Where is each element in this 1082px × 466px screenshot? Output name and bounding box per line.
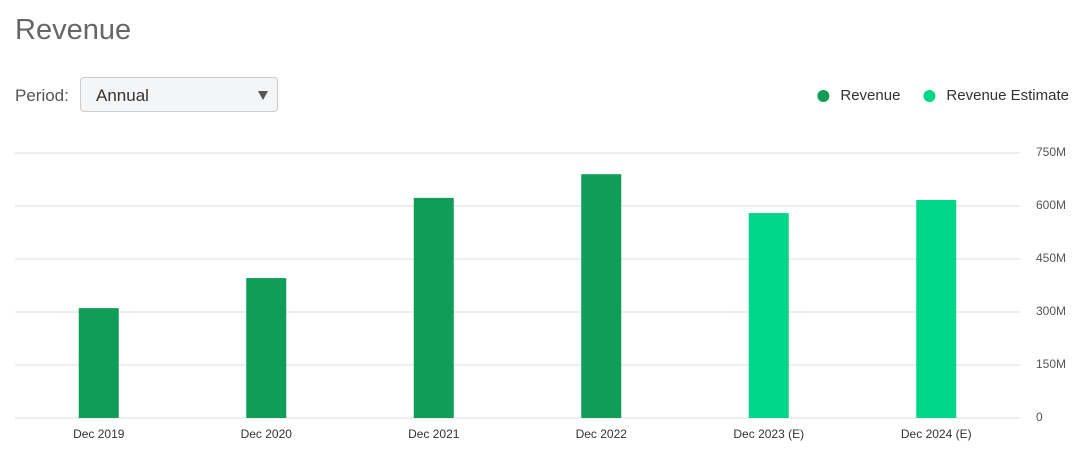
legend-label: Revenue Estimate (946, 87, 1069, 104)
dropdown-arrow (258, 91, 268, 100)
x-tick-label: Dec 2022 (576, 427, 628, 441)
x-tick-label: Dec 2020 (241, 427, 293, 441)
y-tick-label: 150M (1036, 357, 1066, 371)
bar (581, 174, 622, 418)
period-value: Annual (96, 86, 149, 105)
x-tick-label: Dec 2019 (73, 427, 125, 441)
y-tick-label: 0 (1036, 410, 1043, 424)
period-dropdown[interactable]: Annual (80, 77, 278, 112)
y-tick-label: 600M (1036, 198, 1066, 212)
chart-title: Revenue (15, 14, 132, 46)
period-label: Period: (15, 86, 69, 105)
x-tick-label: Dec 2024 (E) (901, 427, 972, 441)
bar (413, 197, 454, 418)
bar (748, 213, 789, 418)
x-tick-label: Dec 2023 (E) (733, 427, 804, 441)
bar (916, 199, 957, 418)
y-tick-label: 300M (1036, 304, 1066, 318)
y-tick-label: 750M (1036, 145, 1066, 159)
legend-marker (923, 90, 936, 102)
bar (246, 278, 287, 418)
y-tick-label: 450M (1036, 251, 1066, 265)
legend-label: Revenue (840, 87, 900, 104)
bar (78, 308, 119, 418)
legend-marker (817, 90, 830, 102)
x-tick-label: Dec 2021 (408, 427, 460, 441)
